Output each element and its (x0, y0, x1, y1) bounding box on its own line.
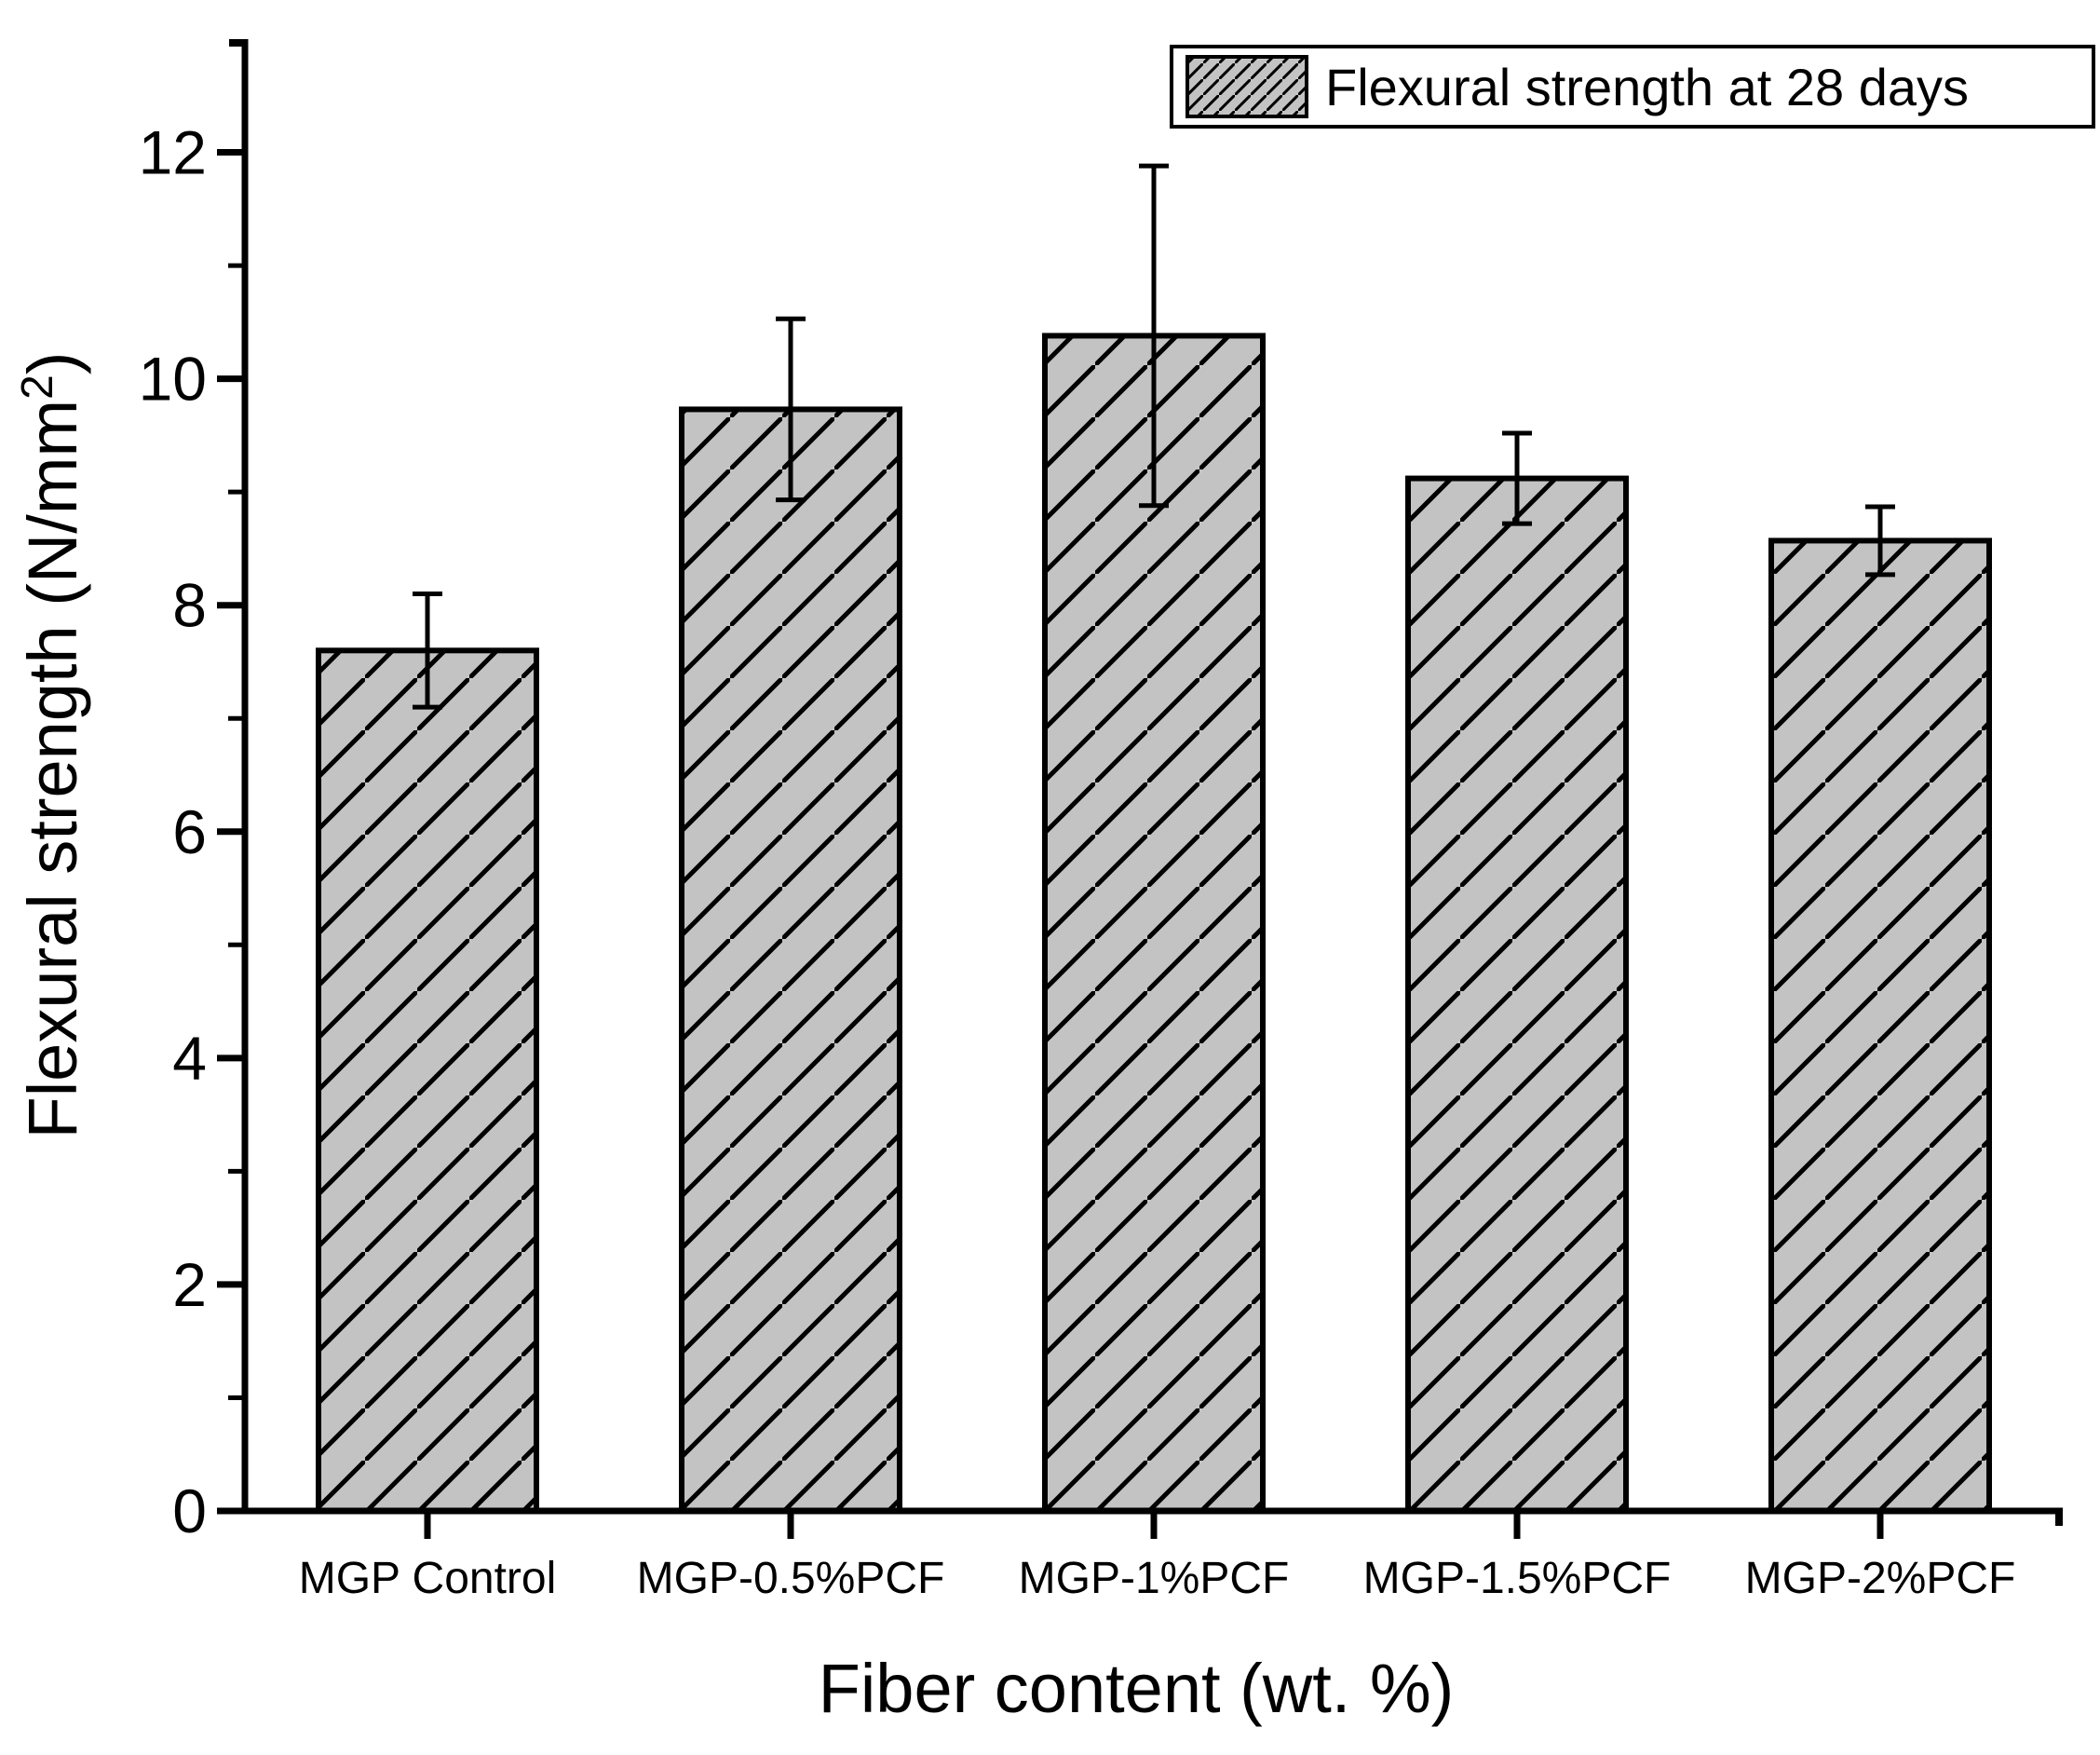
bar-MGP-0.5%PCF (679, 406, 902, 1514)
x-tick-label: MGP-0.5%PCF (637, 1554, 945, 1603)
legend-box (1170, 45, 2095, 129)
axis-tick-labels: 0 2 4 6 8 10 12 MGP Control MGP-0.5%PCF MGP-1%PCF… (139, 118, 2016, 1603)
bars (316, 333, 1992, 1514)
bar-MGP-2%PCF (1768, 537, 1992, 1514)
y-axis-title-main: Flexural strength (N/mm (14, 400, 91, 1139)
y-axis-title-superscript: 2 (13, 374, 62, 400)
y-tick-label: 4 (172, 1024, 207, 1093)
x-tick-label: MGP Control (299, 1554, 557, 1603)
y-tick-label: 10 (139, 345, 207, 414)
bar-MGP-1%PCF (1042, 333, 1266, 1514)
axis-ticks (217, 149, 1884, 1539)
y-tick-label: 6 (172, 797, 207, 866)
x-tick-label: MGP-2%PCF (1745, 1554, 2016, 1603)
y-axis-title: Flexural strength (N/mm2) (13, 352, 91, 1139)
y-tick-label: 0 (172, 1476, 207, 1545)
bar-MGP-1.5%PCF (1405, 475, 1629, 1514)
x-tick-label: MGP-1.5%PCF (1363, 1554, 1672, 1603)
bar-MGP Control (316, 647, 539, 1514)
legend: Flexural strength at 28 days (1170, 45, 2095, 129)
error-bars (413, 163, 1895, 710)
y-tick-label: 12 (139, 118, 207, 187)
y-tick-label: 2 (172, 1250, 207, 1319)
x-axis-title: Fiber content (wt. %) (819, 1650, 1455, 1727)
x-tick-label: MGP-1%PCF (1019, 1554, 1290, 1603)
legend-label: Flexural strength at 28 days (1325, 58, 1969, 116)
y-axis-title-close: ) (14, 352, 91, 375)
legend-swatch-hatched (1185, 55, 1308, 118)
y-tick-label: 8 (172, 571, 207, 640)
